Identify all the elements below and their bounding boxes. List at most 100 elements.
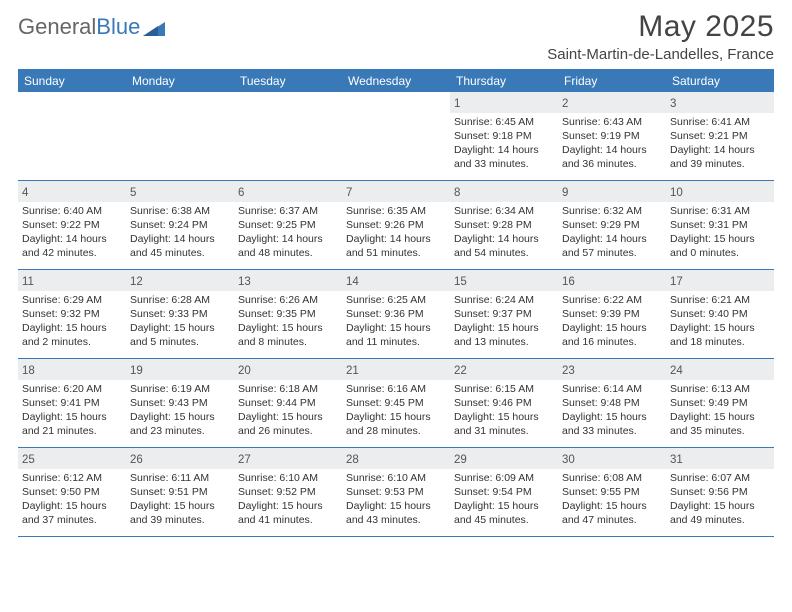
day-number-row: 22 [450,359,558,380]
day-number-row: 5 [126,181,234,202]
brand-text-1: General [18,14,96,40]
day-cell: 26Sunrise: 6:11 AMSunset: 9:51 PMDayligh… [126,448,234,536]
day-number-row: 29 [450,448,558,469]
info-line: Daylight: 15 hours [670,500,770,514]
day-number: 26 [130,454,143,466]
day-number: 12 [130,276,143,288]
info-line: Sunrise: 6:41 AM [670,116,770,130]
day-info: Sunrise: 6:43 AMSunset: 9:19 PMDaylight:… [562,116,662,171]
info-line: and 51 minutes. [346,247,446,261]
day-info: Sunrise: 6:45 AMSunset: 9:18 PMDaylight:… [454,116,554,171]
info-line: Daylight: 14 hours [454,144,554,158]
info-line: Sunset: 9:32 PM [22,308,122,322]
info-line: Sunrise: 6:31 AM [670,205,770,219]
day-cell: 18Sunrise: 6:20 AMSunset: 9:41 PMDayligh… [18,359,126,447]
day-info: Sunrise: 6:10 AMSunset: 9:52 PMDaylight:… [238,472,338,527]
day-info: Sunrise: 6:40 AMSunset: 9:22 PMDaylight:… [22,205,122,260]
day-number: 9 [562,187,568,199]
day-number: 24 [670,365,683,377]
info-line: Sunrise: 6:28 AM [130,294,230,308]
day-info: Sunrise: 6:21 AMSunset: 9:40 PMDaylight:… [670,294,770,349]
brand-triangle-icon [143,20,165,36]
day-number-row: 10 [666,181,774,202]
day-info: Sunrise: 6:13 AMSunset: 9:49 PMDaylight:… [670,383,770,438]
day-info: Sunrise: 6:32 AMSunset: 9:29 PMDaylight:… [562,205,662,260]
info-line: Sunrise: 6:13 AM [670,383,770,397]
info-line: Daylight: 15 hours [238,322,338,336]
info-line: Sunrise: 6:38 AM [130,205,230,219]
info-line: Sunrise: 6:12 AM [22,472,122,486]
info-line: Daylight: 15 hours [130,500,230,514]
dow-label: Tuesday [234,70,342,92]
week-row: 25Sunrise: 6:12 AMSunset: 9:50 PMDayligh… [18,448,774,537]
info-line: Sunset: 9:19 PM [562,130,662,144]
info-line: Daylight: 14 hours [562,144,662,158]
day-info: Sunrise: 6:18 AMSunset: 9:44 PMDaylight:… [238,383,338,438]
day-cell: 22Sunrise: 6:15 AMSunset: 9:46 PMDayligh… [450,359,558,447]
day-cell: 27Sunrise: 6:10 AMSunset: 9:52 PMDayligh… [234,448,342,536]
info-line: Daylight: 15 hours [670,411,770,425]
day-info: Sunrise: 6:41 AMSunset: 9:21 PMDaylight:… [670,116,770,171]
day-cell: 20 Sunrise: 6:18 AMSunset: 9:44 PMDayligh… [234,359,342,447]
day-cell: 16Sunrise: 6:22 AMSunset: 9:39 PMDayligh… [558,270,666,358]
weeks-container: 1Sunrise: 6:45 AMSunset: 9:18 PMDaylight… [18,92,774,537]
day-number: 11 [22,276,34,288]
day-number-row: 20 [234,359,342,380]
day-info: Sunrise: 6:10 AMSunset: 9:53 PMDaylight:… [346,472,446,527]
day-info: Sunrise: 6:35 AMSunset: 9:26 PMDaylight:… [346,205,446,260]
info-line: Sunrise: 6:18 AM [238,383,338,397]
info-line: and 2 minutes. [22,336,122,350]
day-number: 6 [238,187,244,199]
info-line: and 57 minutes. [562,247,662,261]
day-number-row: 19 [126,359,234,380]
info-line: and 18 minutes. [670,336,770,350]
day-info: Sunrise: 6:25 AMSunset: 9:36 PMDaylight:… [346,294,446,349]
brand-logo: GeneralBlue [18,14,165,40]
week-row: 1Sunrise: 6:45 AMSunset: 9:18 PMDaylight… [18,92,774,181]
info-line: Daylight: 14 hours [238,233,338,247]
day-number-row: 7 [342,181,450,202]
day-cell: 19Sunrise: 6:19 AMSunset: 9:43 PMDayligh… [126,359,234,447]
day-info: Sunrise: 6:38 AMSunset: 9:24 PMDaylight:… [130,205,230,260]
info-line: Sunset: 9:46 PM [454,397,554,411]
title-block: May 2025 Saint-Martin-de-Landelles, Fran… [547,10,774,63]
info-line: and 33 minutes. [562,425,662,439]
info-line: Daylight: 15 hours [22,411,122,425]
day-cell: 31Sunrise: 6:07 AMSunset: 9:56 PMDayligh… [666,448,774,536]
info-line: and 0 minutes. [670,247,770,261]
day-number: 22 [454,365,467,377]
empty-cell [126,92,234,180]
info-line: Sunset: 9:29 PM [562,219,662,233]
info-line: Sunset: 9:28 PM [454,219,554,233]
info-line: and 54 minutes. [454,247,554,261]
info-line: Sunset: 9:43 PM [130,397,230,411]
day-number: 16 [562,276,575,288]
day-number: 15 [454,276,467,288]
info-line: and 49 minutes. [670,514,770,528]
info-line: Sunrise: 6:45 AM [454,116,554,130]
info-line: Sunrise: 6:29 AM [22,294,122,308]
info-line: and 37 minutes. [22,514,122,528]
info-line: and 36 minutes. [562,158,662,172]
info-line: Sunset: 9:51 PM [130,486,230,500]
day-cell: 30Sunrise: 6:08 AMSunset: 9:55 PMDayligh… [558,448,666,536]
info-line: Sunrise: 6:25 AM [346,294,446,308]
info-line: and 21 minutes. [22,425,122,439]
info-line: Sunrise: 6:15 AM [454,383,554,397]
info-line: and 33 minutes. [454,158,554,172]
info-line: Sunrise: 6:20 AM [22,383,122,397]
day-info: Sunrise: 6:09 AMSunset: 9:54 PMDaylight:… [454,472,554,527]
info-line: Sunset: 9:45 PM [346,397,446,411]
info-line: and 16 minutes. [562,336,662,350]
info-line: Sunrise: 6:26 AM [238,294,338,308]
info-line: Sunset: 9:39 PM [562,308,662,322]
info-line: Sunset: 9:37 PM [454,308,554,322]
day-info: Sunrise: 6:16 AMSunset: 9:45 PMDaylight:… [346,383,446,438]
info-line: Sunset: 9:55 PM [562,486,662,500]
info-line: Sunset: 9:36 PM [346,308,446,322]
info-line: Sunrise: 6:22 AM [562,294,662,308]
day-cell: 17Sunrise: 6:21 AMSunset: 9:40 PMDayligh… [666,270,774,358]
info-line: Sunset: 9:25 PM [238,219,338,233]
info-line: Daylight: 14 hours [22,233,122,247]
info-line: Sunset: 9:18 PM [454,130,554,144]
